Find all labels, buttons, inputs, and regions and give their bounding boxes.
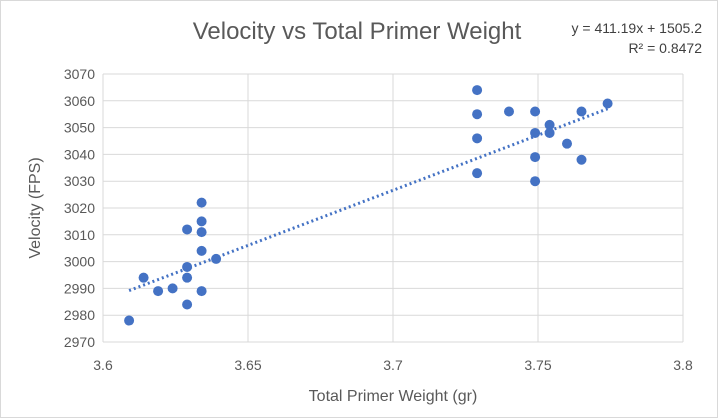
data-point [602, 98, 613, 109]
y-tick-label: 3010 [64, 227, 95, 243]
data-point [504, 106, 514, 117]
x-tick-label: 3.65 [234, 357, 261, 373]
y-tick-label: 2990 [64, 280, 95, 296]
x-tick-label: 3.75 [524, 357, 551, 373]
data-point [182, 261, 193, 272]
y-axis-title: Velocity (FPS) [27, 157, 44, 258]
data-point [196, 197, 207, 208]
data-point [182, 224, 193, 235]
data-point [196, 227, 207, 238]
data-point [182, 272, 193, 283]
data-point [153, 286, 164, 297]
data-point [196, 286, 207, 297]
trendline-r-squared: R² = 0.8472 [628, 40, 702, 56]
data-point [544, 119, 555, 130]
data-point [472, 133, 483, 144]
data-point [138, 272, 149, 283]
data-point [167, 283, 178, 294]
data-point [472, 85, 483, 96]
trendline-layer [128, 107, 609, 292]
data-point [472, 168, 483, 179]
data-point [196, 216, 207, 227]
x-tick-label: 3.8 [673, 357, 693, 373]
data-point [530, 106, 541, 117]
data-point [196, 245, 207, 256]
y-tick-label: 3050 [64, 120, 95, 136]
y-tick-label: 2980 [64, 307, 95, 323]
y-tick-label: 3070 [64, 66, 95, 82]
y-tick-label: 3030 [64, 173, 95, 189]
y-tick-label: 2970 [64, 334, 95, 350]
data-point [576, 106, 587, 117]
data-point [576, 154, 587, 165]
data-point [472, 109, 483, 120]
data-point [530, 152, 541, 163]
trendline [128, 107, 609, 292]
y-tick-label: 3020 [64, 200, 95, 216]
data-point [211, 253, 222, 264]
trendline-equation: y = 411.19x + 1505.2 [571, 20, 702, 36]
data-point [530, 127, 541, 138]
data-point [530, 176, 541, 187]
data-point [562, 138, 572, 149]
data-point [182, 299, 193, 310]
data-point [544, 127, 555, 138]
data-point [124, 315, 135, 326]
x-tick-label: 3.7 [383, 357, 403, 373]
data-points [124, 85, 613, 326]
y-tick-label: 3040 [64, 146, 95, 162]
y-tick-label: 3060 [64, 93, 95, 109]
x-axis-title: Total Primer Weight (gr) [309, 388, 478, 405]
tick-labels: 2970 2980 2990 3000 3010 3020 3030 3040 3050 3060… [64, 66, 693, 373]
y-tick-label: 3000 [64, 254, 95, 270]
x-tick-label: 3.6 [93, 357, 113, 373]
chart-title: Velocity vs Total Primer Weight [192, 18, 522, 45]
